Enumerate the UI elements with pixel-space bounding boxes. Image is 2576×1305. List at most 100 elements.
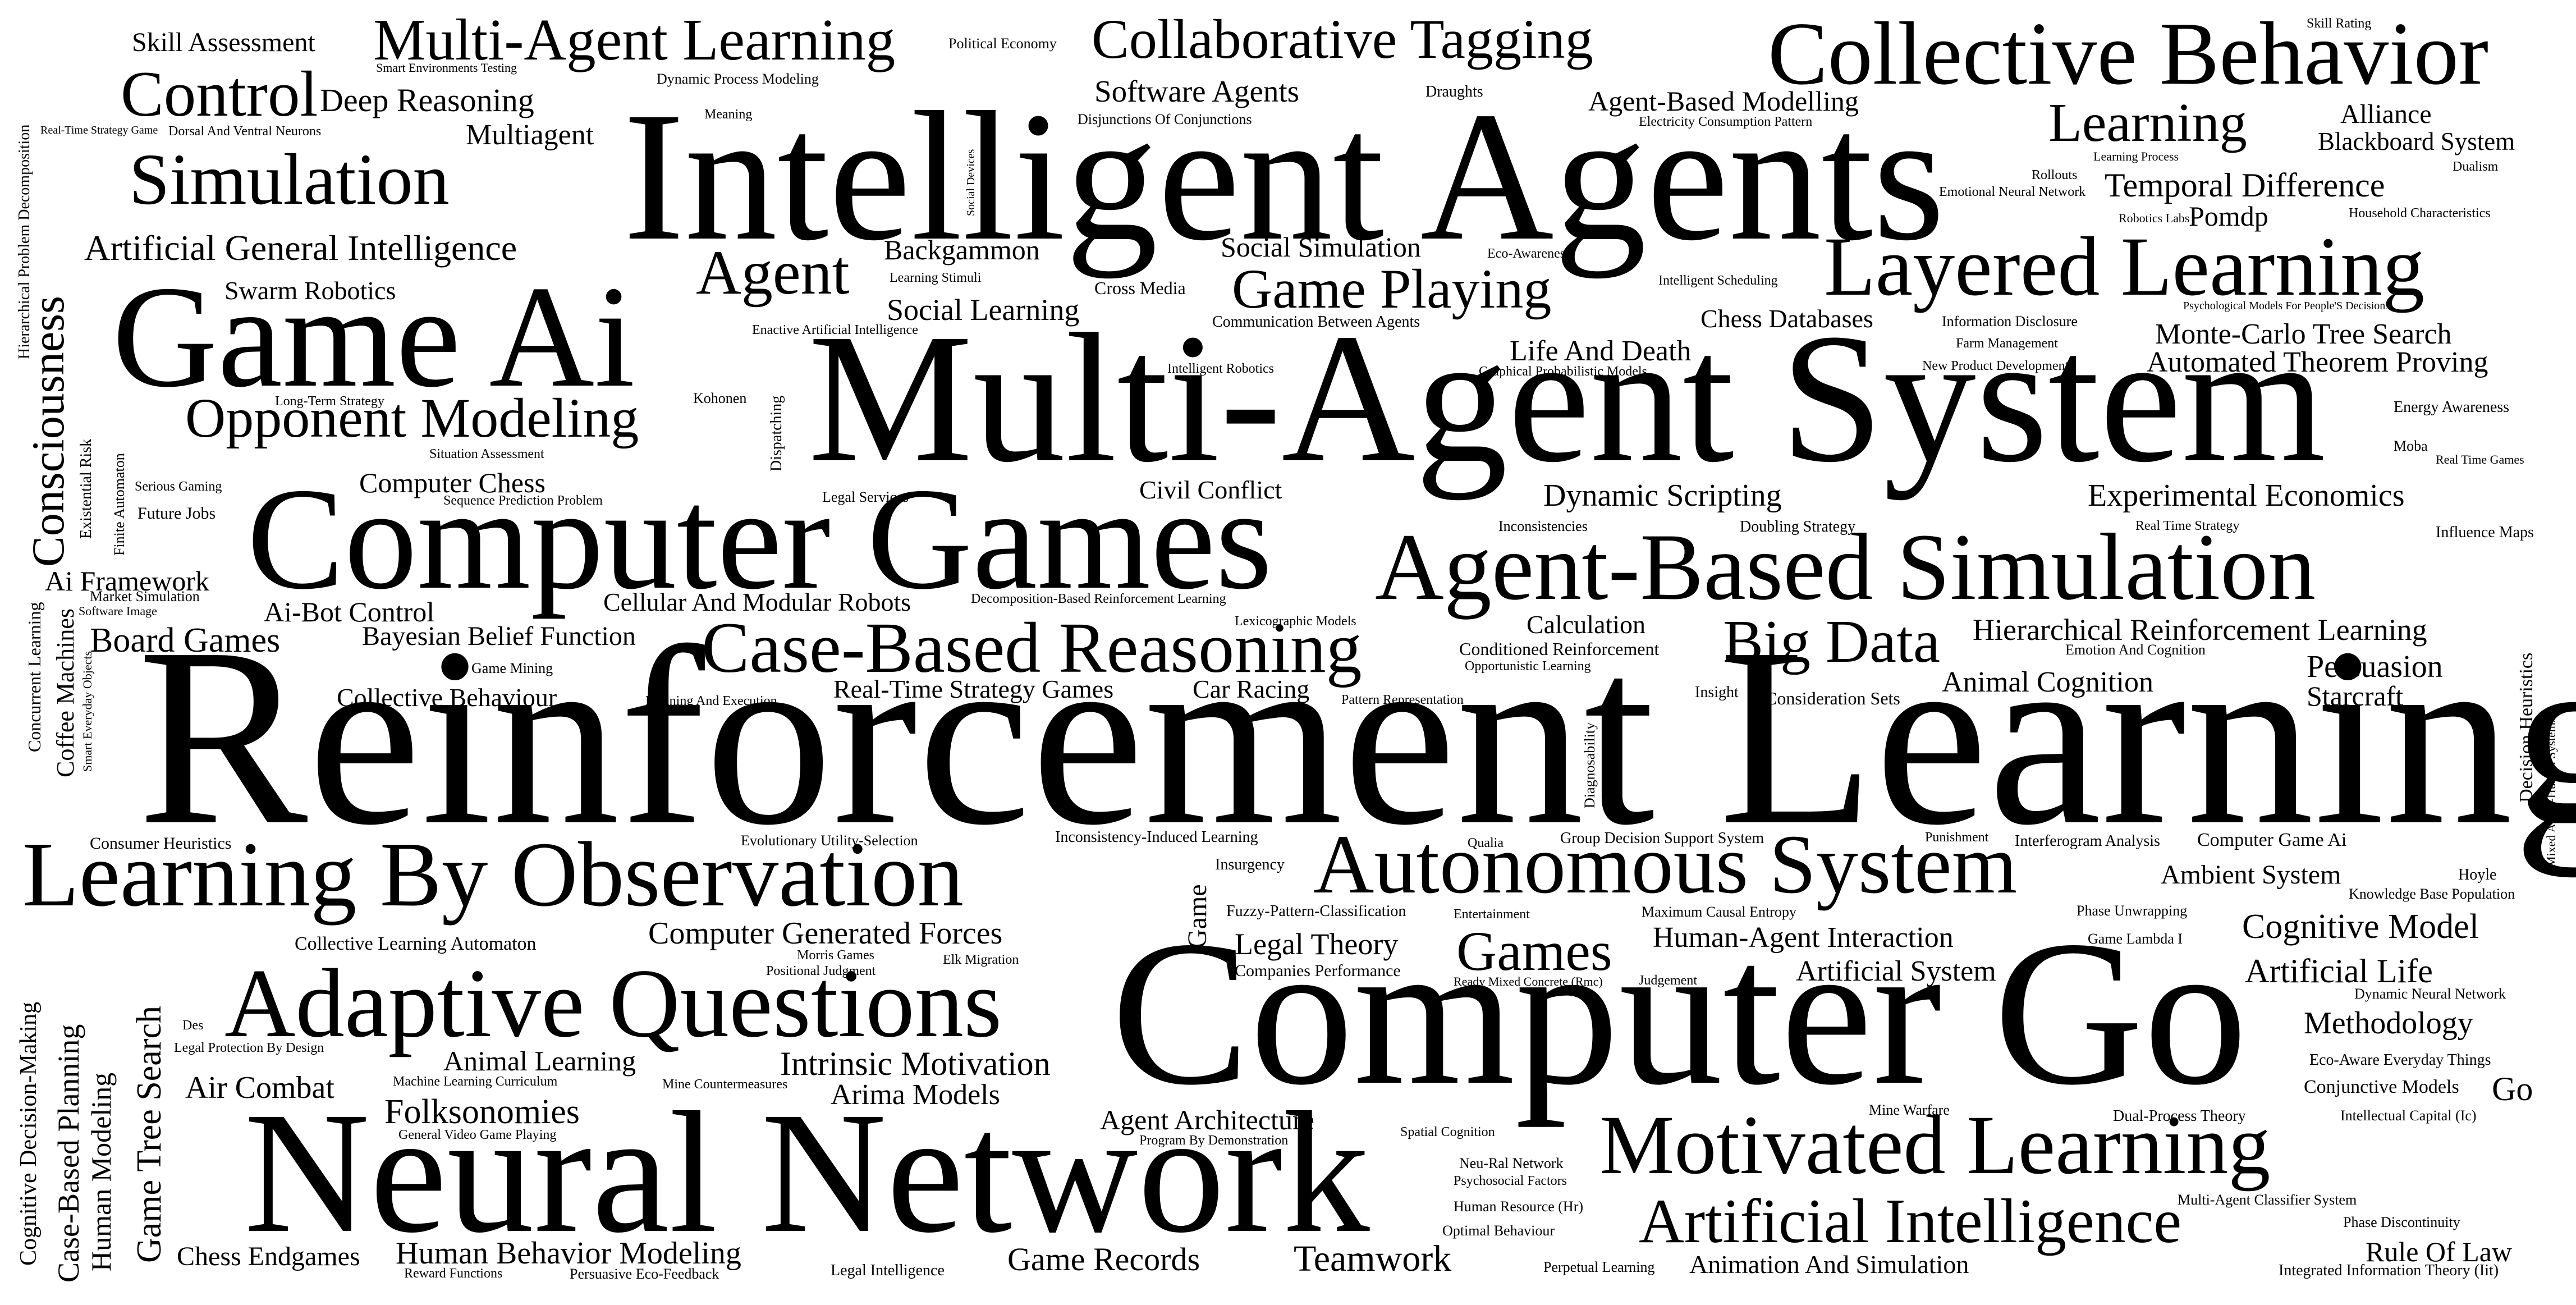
word-entertainment: Entertainment [1454, 907, 1530, 922]
word-alliance: Alliance [2340, 99, 2432, 129]
word-intrinsic-motivation: Intrinsic Motivation [780, 1045, 1051, 1082]
word-starcraft: Starcraft [2307, 680, 2404, 712]
word-cognitive-decision-making: Cognitive Decision-Making [16, 1001, 42, 1266]
word-rollouts: Rollouts [2032, 168, 2078, 182]
word-collective-behavior: Collective Behavior [1768, 3, 2489, 103]
word-rule-of-law: Rule Of Law [2366, 1236, 2513, 1267]
word-insight: Insight [1695, 684, 1739, 701]
word-doubling-strategy: Doubling Strategy [1740, 518, 1856, 535]
word-decomposition-based-rl: Decomposition-Based Reinforcement Learni… [971, 592, 1226, 606]
word-big-data: Big Data [1723, 608, 1940, 675]
word-energy-awareness: Energy Awareness [2394, 399, 2510, 416]
word-go: Go [2492, 1070, 2533, 1107]
word-social-devices: Social Devices [965, 149, 977, 216]
word-persuasive-eco-feedback: Persuasive Eco-Feedback [570, 1266, 719, 1282]
word-pomdp: Pomdp [2189, 200, 2268, 232]
word-opportunistic-learning: Opportunistic Learning [1465, 659, 1591, 674]
word-blackboard-system: Blackboard System [2318, 127, 2515, 155]
word-legal-intelligence: Legal Intelligence [831, 1262, 945, 1279]
word-diagnosability: Diagnosability [1582, 722, 1598, 808]
word-household-characteristics: Household Characteristics [2349, 206, 2491, 221]
word-hierarchical-rl: Hierarchical Reinforcement Learning [1973, 613, 2427, 647]
word-computer-game-ai: Computer Game Ai [2197, 830, 2347, 850]
word-phase-unwrapping: Phase Unwrapping [2077, 903, 2188, 919]
word-autonomous-system: Autonomous System [1313, 818, 2018, 911]
word-layered-learning: Layered Learning [1824, 220, 2425, 313]
word-evolutionary-utility-selection: Evolutionary Utility-Selection [741, 832, 918, 849]
word-chess-databases: Chess Databases [1700, 304, 1873, 333]
word-multi-agent-learning: Multi-Agent Learning [373, 7, 896, 72]
word-elk-migration: Elk Migration [943, 953, 1019, 967]
word-cognitive-model: Cognitive Model [2242, 908, 2479, 946]
word-enactive-ai: Enactive Artificial Intelligence [752, 323, 918, 337]
word-computer-games: Computer Games [247, 458, 1272, 620]
word-learning-stimuli: Learning Stimuli [890, 271, 982, 285]
word-conjunctive-models: Conjunctive Models [2304, 1077, 2459, 1097]
word-psychological-models: Psychological Models For People'S Decisi… [2183, 300, 2390, 312]
word-reward-functions: Reward Functions [404, 1266, 503, 1281]
word-animal-cognition: Animal Cognition [1942, 666, 2153, 698]
word-inconsistencies: Inconsistencies [1498, 518, 1588, 534]
word-persuasion: Persuasion [2307, 649, 2443, 684]
word-intelligent-robotics: Intelligent Robotics [1167, 361, 1274, 376]
word-life-and-death: Life And Death [1510, 335, 1692, 367]
word-real-time-strategy-game: Real-Time Strategy Game [40, 124, 158, 136]
word-legal-theory: Legal Theory [1235, 927, 1399, 961]
word-influence-maps: Influence Maps [2436, 524, 2534, 541]
word-multi-agent-system: Multi-Agent System [808, 296, 2326, 501]
word-bayesian-belief-function: Bayesian Belief Function [362, 621, 636, 651]
word-games: Games [1456, 920, 1612, 982]
word-reinforcement-learning: Reinforcement Learning [137, 596, 2576, 878]
word-deep-reasoning: Deep Reasoning [320, 82, 534, 118]
word-mine-warfare: Mine Warfare [1869, 1102, 1950, 1118]
word-des: Des [182, 1018, 204, 1033]
word-long-term-strategy: Long-Term Strategy [275, 394, 384, 409]
word-computer-go: Computer Go [1111, 898, 2248, 1128]
word-lexicographic-models: Lexicographic Models [1235, 614, 1356, 629]
word-human-agent-interaction: Human-Agent Interaction [1653, 922, 1954, 954]
word-optimal-behaviour: Optimal Behaviour [1442, 1222, 1555, 1239]
word-consumer-heuristics: Consumer Heuristics [90, 834, 232, 853]
word-graphical-probabilistic-models: Graphical Probabilistic Models [1479, 364, 1647, 379]
word-punishment: Punishment [1925, 830, 1989, 845]
word-planning-and-execution: Planning And Execution [645, 694, 777, 708]
word-car-racing: Car Racing [1193, 675, 1310, 703]
word-motivated-learning: Motivated Learning [1599, 1098, 2271, 1192]
word-legal-protection-by-design: Legal Protection By Design [174, 1041, 324, 1055]
word-multi-agent-classifier-system: Multi-Agent Classifier System [2178, 1192, 2357, 1208]
word-emotional-neural-network: Emotional Neural Network [1939, 185, 2086, 199]
word-artificial-general-intelligence: Artificial General Intelligence [84, 228, 517, 268]
word-qualia: Qualia [1468, 836, 1504, 850]
word-agent-architecture: Agent Architecture [1100, 1104, 1314, 1135]
word-dynamic-neural-network: Dynamic Neural Network [2354, 986, 2506, 1002]
word-ml-curriculum: Machine Learning Curriculum [393, 1074, 558, 1089]
word-agent-based-modelling: Agent-Based Modelling [1588, 85, 1859, 117]
word-integrated-information-theory: Integrated Information Theory (Iit) [2279, 1262, 2499, 1279]
word-chess-endgames: Chess Endgames [177, 1242, 360, 1271]
word-sequence-prediction: Sequence Prediction Problem [443, 493, 603, 508]
word-human-resource: Human Resource (Hr) [1454, 1198, 1584, 1215]
word-neural-network: Neural Network [244, 1077, 1370, 1269]
word-market-simulation: Market Simulation [90, 588, 200, 605]
word-dualism: Dualism [2453, 159, 2499, 174]
word-collaborative-tagging: Collaborative Tagging [1092, 8, 1593, 70]
word-backgammon: Backgammon [884, 234, 1040, 265]
word-animal-learning: Animal Learning [443, 1045, 636, 1077]
word-group-decision-support: Group Decision Support System [1560, 830, 1764, 847]
word-game-mining: Game Mining [471, 660, 553, 676]
word-companies-performance: Companies Performance [1235, 961, 1401, 980]
word-smart-environments-testing: Smart Environments Testing [376, 61, 517, 75]
word-artificial-system: Artificial System [1796, 955, 1996, 987]
word-neural-network-dot: Neu-Ral Network [1459, 1155, 1564, 1171]
word-communication-between-agents: Communication Between Agents [1212, 313, 1420, 331]
word-farm-management: Farm Management [1956, 336, 2058, 351]
word-software-agents: Software Agents [1094, 74, 1300, 108]
word-eco-awareness: Eco-Awareness [1487, 246, 1571, 261]
word-temporal-difference: Temporal Difference [2105, 167, 2385, 204]
word-dispatching: Dispatching [768, 395, 785, 471]
word-learning: Learning [2048, 93, 2247, 153]
word-learning-process: Learning Process [2093, 149, 2179, 163]
word-draughts: Draughts [1425, 83, 1483, 100]
word-fuzzy-pattern-classification: Fuzzy-Pattern-Classification [1226, 903, 1406, 920]
